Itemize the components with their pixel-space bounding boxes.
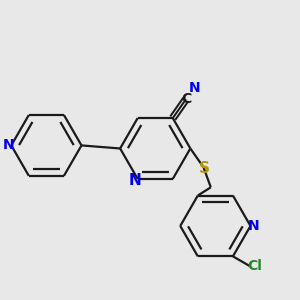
Text: N: N <box>248 219 260 233</box>
Text: C: C <box>181 92 191 106</box>
Text: N: N <box>2 138 14 152</box>
Text: Cl: Cl <box>247 259 262 273</box>
Text: N: N <box>189 81 200 95</box>
Text: S: S <box>199 160 210 175</box>
Text: N: N <box>129 173 142 188</box>
